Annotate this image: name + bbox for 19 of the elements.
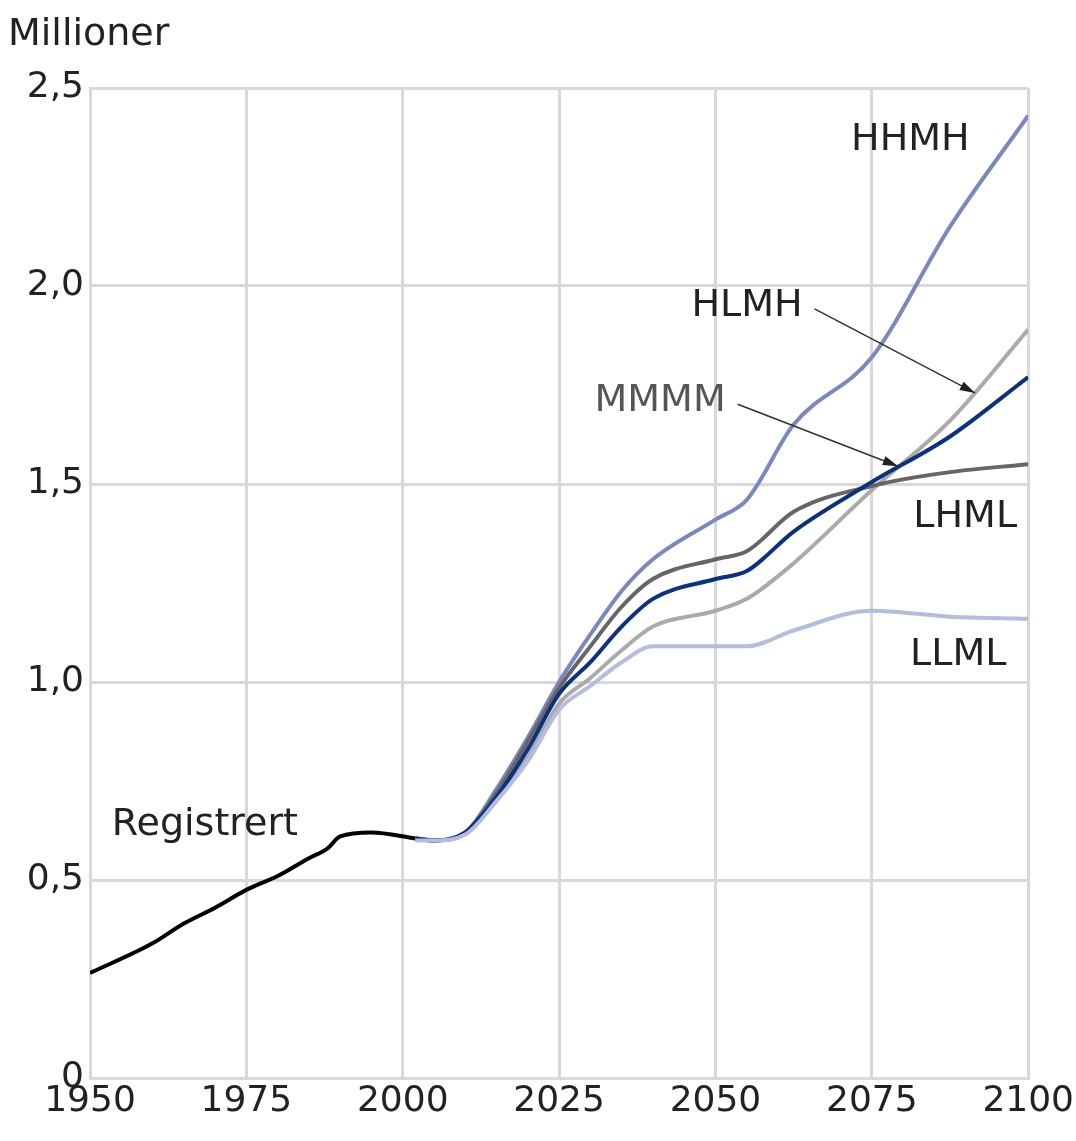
y-tick-label: 2,5 — [26, 64, 84, 106]
line-series — [413, 608, 1029, 843]
annotation: HLMH — [691, 280, 803, 325]
y-tick-label: 1,0 — [26, 658, 84, 700]
annotation: Registrert — [111, 800, 298, 845]
x-tick-label: 2050 — [669, 1077, 762, 1119]
x-tick-label: 2075 — [826, 1077, 918, 1119]
x-tick-label: 2000 — [356, 1077, 449, 1119]
x-tick-label: 2100 — [982, 1077, 1074, 1119]
y-axis-title: Millioner — [8, 9, 170, 54]
annotation: HHMH — [851, 115, 970, 160]
y-tick-label: 0,5 — [26, 856, 84, 898]
x-tick-label: 1975 — [200, 1077, 293, 1119]
annotation: MMMM — [594, 376, 726, 421]
y-tick-label: 2,0 — [26, 262, 84, 304]
annotation: LLML — [910, 629, 1007, 674]
y-tick-label: 1,5 — [26, 460, 84, 502]
annotation: LHML — [913, 492, 1018, 537]
x-tick-label: 2025 — [513, 1077, 605, 1119]
